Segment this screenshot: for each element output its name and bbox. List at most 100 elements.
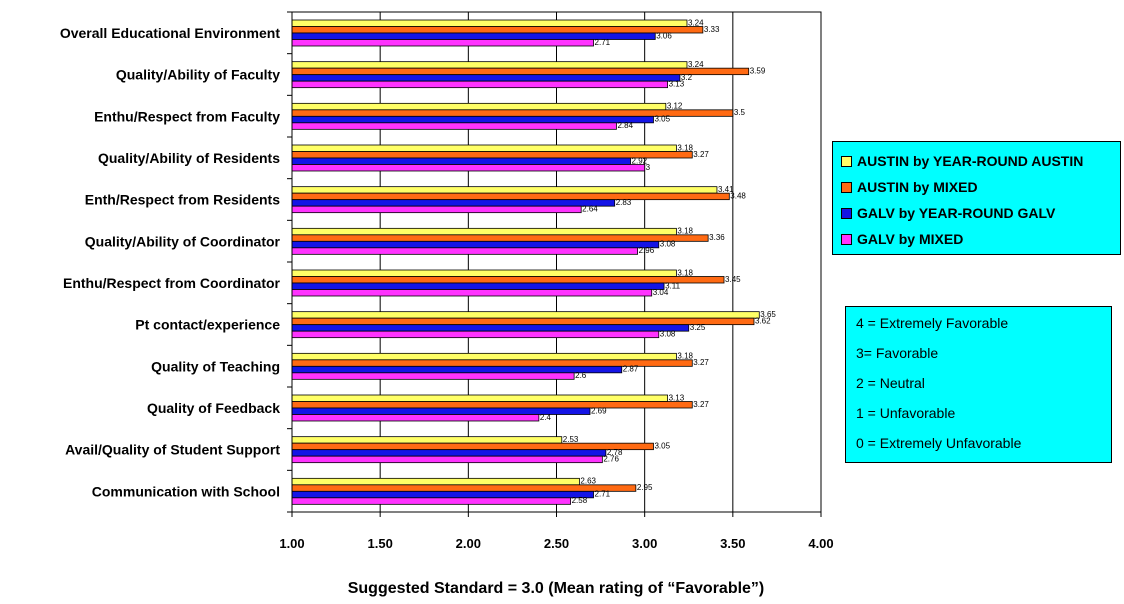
scale-item: 2 = Neutral [856, 375, 925, 391]
bar [291, 26, 704, 34]
x-tick-label: 1.00 [279, 536, 304, 551]
bar [291, 186, 718, 194]
bar-value-label: 2.87 [623, 365, 639, 374]
value-labels: 3.243.333.062.713.243.593.23.133.123.53.… [540, 18, 777, 505]
bar [291, 122, 617, 130]
bar [291, 74, 681, 82]
category-label: Enthu/Respect from Faculty [94, 108, 280, 124]
bar [291, 497, 572, 505]
bars [291, 19, 760, 505]
bar [291, 324, 690, 332]
x-axis-label: Suggested Standard = 3.0 (Mean rating of… [348, 580, 765, 597]
category-label: Quality/Ability of Residents [98, 150, 280, 166]
bar [291, 19, 688, 27]
legend-swatch [841, 155, 852, 167]
bar-value-label: 3.05 [654, 115, 670, 124]
bar-value-label: 3.62 [755, 316, 771, 325]
bar-value-label: 2.76 [603, 454, 619, 463]
bar [291, 80, 668, 89]
bar [291, 372, 575, 380]
bar-value-label: 2.84 [617, 121, 633, 130]
bar [291, 311, 760, 319]
bar-value-label: 3 [646, 163, 651, 172]
bar-value-label: 3.13 [669, 393, 685, 402]
bar-value-label: 3.18 [677, 352, 693, 361]
category-label: Enthu/Respect from Coordinator [63, 275, 281, 291]
category-label: Quality/Ability of Coordinator [85, 233, 281, 249]
bar [291, 449, 607, 457]
legend-label: GALV by MIXED [857, 231, 964, 247]
bar-value-label: 2.95 [637, 483, 653, 492]
rating-scale-legend: 4 = Extremely Favorable 3= Favorable 2 = N… [845, 306, 1112, 463]
bar [291, 365, 623, 374]
bar [291, 205, 582, 214]
grid-lines [287, 11, 822, 517]
bar-value-label: 3.05 [654, 441, 670, 450]
bar [291, 102, 667, 111]
series-legend: AUSTIN by YEAR-ROUND AUSTIN AUSTIN by MIX… [832, 141, 1121, 255]
bar [291, 199, 616, 207]
x-tick-label: 4.00 [808, 536, 833, 551]
scale-item: 0 = Extremely Unfavorable [856, 435, 1022, 451]
legend-label: GALV by YEAR-ROUND GALV [857, 205, 1056, 221]
bar-value-label: 3.27 [693, 358, 709, 367]
bar [291, 394, 668, 402]
bar-value-label: 2.58 [572, 496, 588, 505]
bar-value-label: 3.18 [677, 227, 693, 236]
bar [291, 115, 654, 124]
bar-value-label: 2.83 [616, 198, 632, 207]
category-label: Communication with School [92, 483, 280, 499]
bar-value-label: 3.08 [660, 240, 676, 249]
bar-value-label: 2.4 [540, 413, 552, 422]
plot-area-frame [291, 11, 822, 513]
bar [291, 289, 653, 297]
category-labels: Overall Educational Environment Quality/A… [60, 25, 281, 499]
bar-value-label: 3.13 [669, 79, 685, 88]
x-tick-label: 1.50 [368, 536, 393, 551]
bar-value-label: 3.06 [656, 31, 672, 40]
category-label: Quality of Feedback [147, 400, 280, 416]
scale-item: 4 = Extremely Favorable [856, 315, 1009, 331]
category-label: Enth/Respect from Residents [85, 192, 280, 208]
bar-value-label: 3.24 [688, 18, 704, 27]
bar [291, 276, 725, 284]
bar-value-label: 3.25 [690, 323, 706, 332]
bar [291, 484, 637, 492]
bar-value-label: 3.41 [718, 185, 734, 194]
legend-item: AUSTIN by YEAR-ROUND AUSTIN [841, 152, 1083, 170]
category-label: Quality/Ability of Faculty [116, 67, 280, 83]
scale-item: 3= Favorable [856, 345, 939, 361]
bar [291, 227, 677, 236]
bar [291, 39, 594, 47]
legend-item: GALV by YEAR-ROUND GALV [841, 204, 1055, 222]
bar [291, 436, 563, 444]
legend-item: AUSTIN by MIXED [841, 178, 978, 196]
bar-value-label: 2.71 [595, 490, 611, 499]
bar [291, 401, 693, 409]
bar-value-label: 2.78 [607, 448, 623, 457]
bar-value-label: 3.08 [660, 329, 676, 338]
legend-label: AUSTIN by YEAR-ROUND AUSTIN [857, 153, 1084, 169]
bar [291, 269, 677, 277]
category-label: Avail/Quality of Student Support [65, 442, 280, 458]
bar-value-label: 2.6 [575, 371, 587, 380]
bar-value-label: 3.2 [681, 73, 693, 82]
bar-value-label: 3.12 [667, 102, 683, 111]
bar [291, 247, 639, 255]
legend-swatch [841, 207, 852, 219]
bar [291, 61, 688, 69]
bar-value-label: 3.5 [734, 108, 746, 117]
bar [291, 192, 730, 201]
bar [291, 414, 540, 422]
bar-value-label: 3.33 [704, 25, 720, 34]
bar-value-label: 2.69 [591, 406, 607, 415]
bar [291, 330, 660, 339]
bar [291, 164, 646, 172]
bar-value-label: 2.92 [632, 156, 648, 165]
bar-value-label: 3.11 [665, 281, 681, 290]
x-tick-labels: 1.00 1.50 2.00 2.50 3.00 3.50 4.00 [279, 536, 833, 551]
bar [291, 144, 677, 152]
bar-value-label: 2.71 [595, 38, 611, 47]
bar [291, 477, 580, 486]
